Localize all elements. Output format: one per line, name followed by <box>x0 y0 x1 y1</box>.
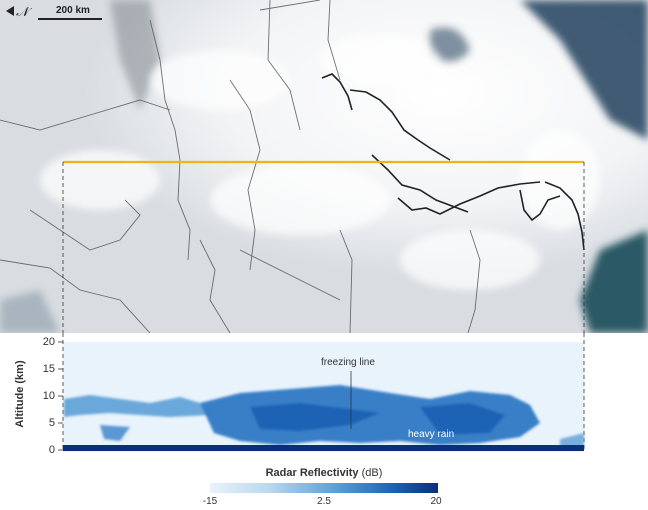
y-tick-label: 15 <box>42 363 55 375</box>
surface-echo <box>63 445 584 451</box>
satellite-image: 𝒩 200 km <box>0 0 648 333</box>
scale-bar: 200 km <box>38 5 102 23</box>
legend-tick-label: 2.5 <box>317 496 331 507</box>
scale-bar-label: 200 km <box>56 5 90 16</box>
heavy-rain-label: heavy rain <box>408 429 455 440</box>
north-arrow: 𝒩 <box>6 6 40 20</box>
freezing-line-label: freezing line <box>321 357 375 368</box>
radar-profile <box>0 333 648 453</box>
radar-echoes <box>64 385 584 447</box>
legend-title: Radar Reflectivity (dB) <box>0 467 648 479</box>
radar-profile-plot <box>58 333 585 452</box>
legend-tick-label: 20 <box>430 496 442 507</box>
boundary-lines <box>0 0 481 333</box>
north-label: 𝒩 <box>16 5 29 20</box>
coastline <box>321 73 585 251</box>
north-arrow-icon <box>6 6 14 16</box>
legend-tick-label: -15 <box>202 496 218 507</box>
scale-bar-line <box>38 18 102 20</box>
y-axis-title: Altitude (km) <box>14 360 26 428</box>
y-tick-label: 10 <box>42 390 55 402</box>
legend-color-bar <box>210 483 438 493</box>
legend-title-text: Radar Reflectivity <box>265 467 359 479</box>
satellite-scene <box>0 0 648 333</box>
ocean-patches <box>0 0 648 333</box>
y-tick-label: 0 <box>48 444 55 456</box>
legend-unit: (dB) <box>361 467 383 479</box>
y-tick-label: 20 <box>42 336 55 348</box>
y-tick-label: 5 <box>48 417 55 429</box>
